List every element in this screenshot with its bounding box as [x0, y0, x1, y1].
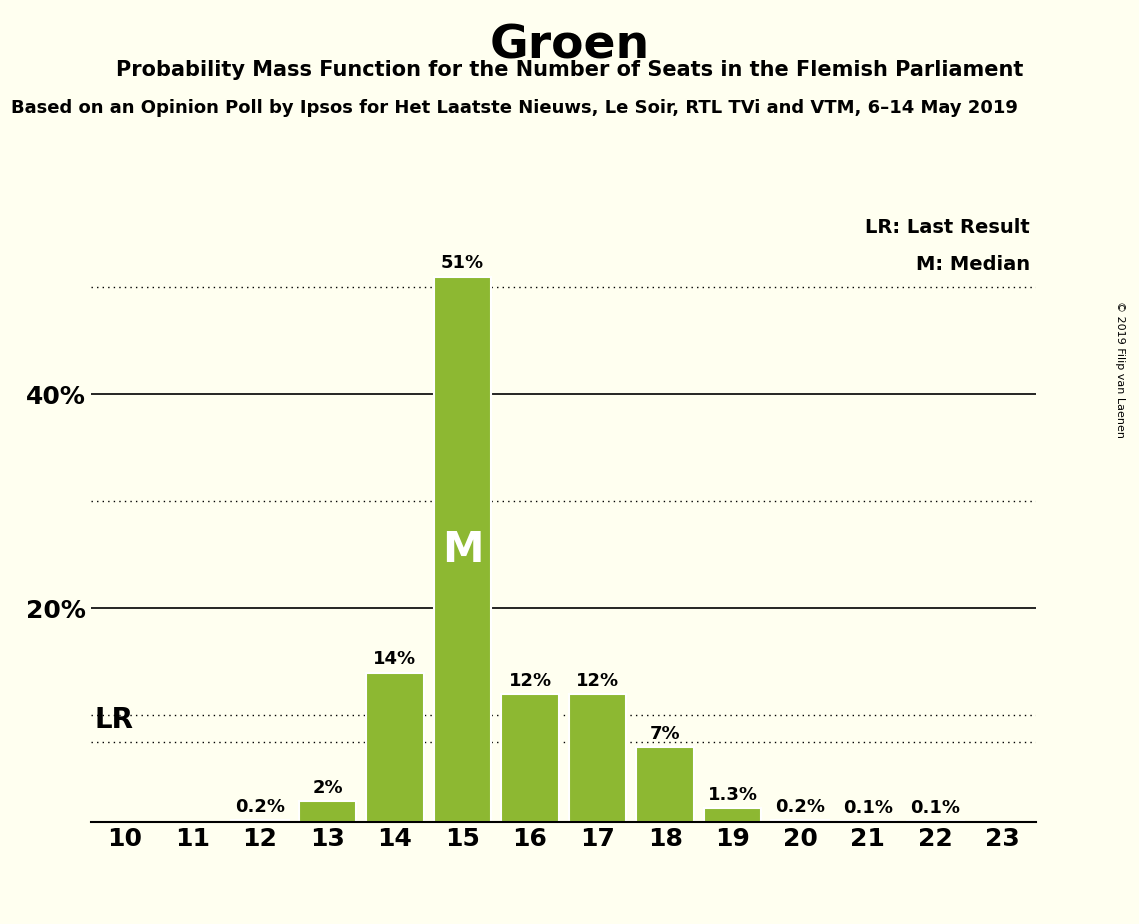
Bar	[367, 673, 424, 822]
Text: © 2019 Filip van Laenen: © 2019 Filip van Laenen	[1115, 301, 1124, 438]
Text: Based on an Opinion Poll by Ipsos for Het Laatste Nieuws, Le Soir, RTL TVi and V: Based on an Opinion Poll by Ipsos for He…	[11, 99, 1018, 116]
Bar	[298, 801, 357, 822]
Text: 0.1%: 0.1%	[843, 799, 893, 817]
Bar	[771, 821, 829, 822]
Text: 51%: 51%	[441, 254, 484, 273]
Bar	[501, 694, 559, 822]
Text: 0.1%: 0.1%	[910, 799, 960, 817]
Text: Probability Mass Function for the Number of Seats in the Flemish Parliament: Probability Mass Function for the Number…	[116, 60, 1023, 80]
Text: 0.2%: 0.2%	[776, 798, 825, 816]
Text: 14%: 14%	[374, 650, 417, 668]
Text: 12%: 12%	[508, 672, 551, 689]
Bar	[637, 748, 694, 822]
Bar	[568, 694, 626, 822]
Text: 7%: 7%	[649, 725, 680, 743]
Text: 12%: 12%	[576, 672, 620, 689]
Bar	[907, 821, 964, 822]
Text: 0.2%: 0.2%	[235, 798, 285, 816]
Text: Groen: Groen	[490, 23, 649, 68]
Bar	[839, 821, 896, 822]
Bar	[434, 276, 491, 822]
Bar	[231, 821, 288, 822]
Text: 2%: 2%	[312, 779, 343, 796]
Text: LR: LR	[95, 706, 133, 734]
Text: M: M	[442, 529, 483, 570]
Text: 1.3%: 1.3%	[707, 786, 757, 804]
Text: M: Median: M: Median	[916, 255, 1030, 274]
Text: LR: Last Result: LR: Last Result	[865, 218, 1030, 237]
Bar	[704, 808, 761, 822]
